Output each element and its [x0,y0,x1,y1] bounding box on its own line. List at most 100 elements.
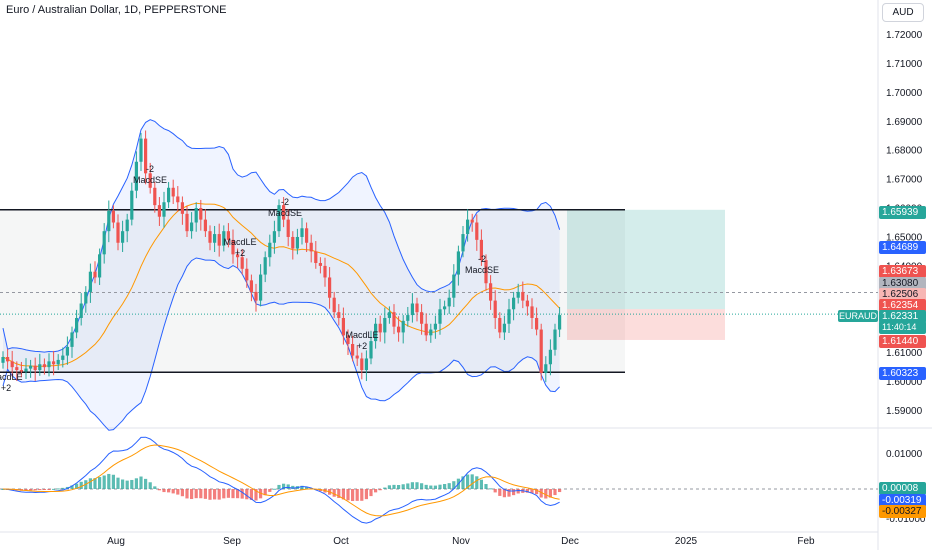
macd-histogram-bar [153,486,157,489]
sl-label-2: 1.63080 [879,277,926,290]
candle-body [121,231,125,243]
macd-histogram-bar [544,489,548,499]
bb-upper-label: 1.64689 [879,241,926,254]
candle-body [429,329,433,336]
time-tick-label: Nov [452,536,470,547]
signal-sublabel: +2 [235,248,245,258]
candle-body [461,234,465,252]
price-tick-label: 1.72000 [886,30,923,41]
macd-histogram-bar [88,478,92,489]
macd-histogram-bar [116,477,120,489]
macd-histogram-bar [305,486,309,489]
candle-body [139,138,143,162]
macd-histogram-bar [167,489,171,493]
candle-body [222,231,226,246]
level-top-label: 1.65939 [879,206,926,219]
time-tick-label: Aug [107,536,125,547]
macd-histogram-bar [558,489,562,493]
countdown-label: 11:40:14 [879,321,926,334]
macd-histogram-bar [401,484,405,489]
candle-body [231,239,235,255]
macd-histogram-bar [383,487,387,489]
macd-histogram-bar [42,489,46,490]
candle-body [493,300,497,318]
macd-histogram-bar [208,489,212,500]
candle-body [309,242,313,252]
macd-histogram-bar [254,489,258,501]
macd-histogram-bar [98,477,102,489]
candle-body [213,234,217,243]
macd-histogram-bar [277,484,281,489]
bollinger-lower [2,257,560,431]
stop-label: 1.61440 [879,335,926,348]
candle-body [171,187,175,197]
candle-body [79,303,83,318]
macd-histogram-bar [553,489,557,496]
candle-body [199,208,203,220]
bollinger-upper [2,119,561,353]
entry-label: 1.62506 [879,288,926,301]
candle-body [346,335,350,344]
macd-histogram-bar [199,489,203,499]
macd-histogram-bar [203,489,207,499]
candle-body [24,368,28,372]
macd-histogram-bar [282,483,286,489]
candle-body [553,329,557,350]
candle-body [291,236,295,249]
candle-body [125,219,129,232]
time-tick-label: Sep [223,536,241,547]
candle-body [489,283,493,301]
macd-histogram-bar [341,489,345,500]
candle-body [341,317,345,336]
last-price-label: 1.62331 [879,310,926,323]
candle-body [498,317,502,333]
price-tick-label: 1.60000 [886,377,923,388]
macd-histogram-bar [470,474,474,489]
candle-body [456,251,460,275]
macd-histogram-bar [75,483,79,489]
candle-body [162,202,166,217]
macd-histogram-bar [236,489,240,499]
candle-body [6,357,10,362]
macd-histogram-bar [489,488,493,490]
macd-histogram-bar [52,488,56,490]
candle-body [277,205,281,232]
macd-histogram-bar [516,489,520,494]
candle-body [369,341,373,359]
macd-tick-label: -0.01000 [886,514,926,525]
macd-histogram-bar [360,489,364,501]
sl-label-1: 1.63673 [879,265,926,278]
macd-histogram-bar [171,489,175,494]
macd-histogram-bar [268,489,272,492]
price-tick-label: 1.67000 [886,175,923,186]
macd-histogram-bar [484,484,488,489]
signal-label: MacdLE [0,372,23,382]
signal-sublabel: +2 [1,383,11,393]
macd-histogram-bar [286,484,290,489]
candle-body [433,323,437,330]
candle-body [295,236,299,249]
signal-label: MacdLE [223,237,256,247]
bollinger-basis [2,202,560,367]
macd-signal-label: -0.00327 [879,505,926,518]
macd-histogram-bar [70,485,74,489]
macd-histogram-bar [406,483,410,489]
macd-histogram-bar [213,489,217,500]
price-tick-label: 1.69000 [886,117,923,128]
time-tick-label: Dec [561,536,579,547]
candle-body [19,370,23,372]
macd-histogram-bar [387,485,391,489]
time-tick-label: 2025 [675,536,698,547]
candle-body [479,239,483,261]
macd-histogram-bar [475,476,479,489]
candle-body [374,323,378,342]
price-tick-label: 1.65000 [886,232,923,243]
candle-body [318,263,322,266]
macd-histogram-bar [217,489,221,500]
candle-body [328,277,332,298]
macd-histogram-bar [433,485,437,489]
price-tick-label: 1.61000 [886,348,923,359]
currency-button[interactable]: AUD [882,3,924,22]
candle-body [263,257,267,275]
